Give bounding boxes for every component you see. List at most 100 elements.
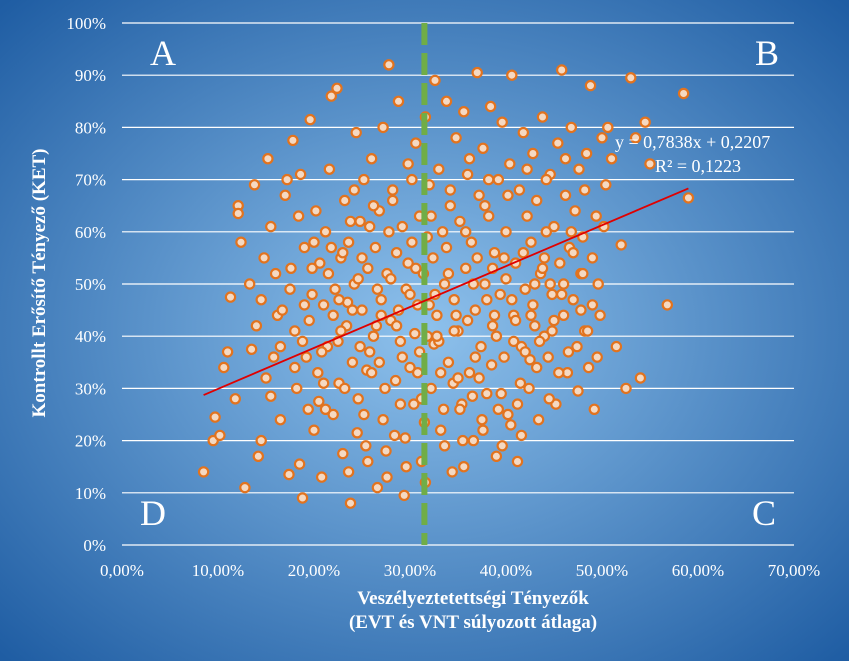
data-point <box>245 343 258 355</box>
data-point <box>569 205 581 217</box>
data-point <box>398 489 410 502</box>
y-tick-label: 50% <box>75 275 106 294</box>
data-point <box>354 215 366 228</box>
y-axis-ticks: 0% 10% 20% 30% 40% 50% 60% 70% 80% 90% 100% <box>66 14 106 555</box>
data-point <box>285 262 297 274</box>
data-point <box>313 395 325 408</box>
data-point <box>316 346 328 358</box>
data-point <box>402 158 414 170</box>
y-tick-label: 80% <box>75 118 106 137</box>
data-point <box>337 246 349 259</box>
data-point <box>346 304 359 316</box>
data-point <box>514 377 527 389</box>
data-point <box>258 252 270 264</box>
data-point <box>519 346 531 358</box>
data-point <box>362 262 374 274</box>
data-point <box>283 468 295 481</box>
data-point <box>425 210 437 222</box>
data-point <box>319 226 332 238</box>
data-point <box>390 320 403 332</box>
data-point <box>260 372 272 384</box>
data-point <box>350 126 362 139</box>
quadrant-label-d: D <box>140 493 166 533</box>
data-point <box>444 199 456 212</box>
data-point <box>269 267 282 280</box>
trendline <box>203 187 689 396</box>
data-point <box>483 210 495 222</box>
data-point <box>532 414 545 426</box>
data-point <box>580 147 593 160</box>
data-point <box>342 236 355 248</box>
data-point <box>394 398 407 410</box>
data-point <box>446 466 458 478</box>
data-point <box>358 173 370 186</box>
data-point <box>586 299 599 311</box>
data-point <box>327 408 339 421</box>
data-point <box>494 288 506 301</box>
trendline-r-squared: R² = 0,1223 <box>655 156 741 176</box>
data-point <box>287 134 299 147</box>
data-point <box>371 283 384 295</box>
data-point <box>473 189 485 201</box>
data-point <box>339 194 351 207</box>
data-point <box>387 194 399 207</box>
data-point <box>594 309 606 321</box>
data-point <box>572 385 584 397</box>
data-point <box>548 220 560 233</box>
data-point <box>502 408 514 421</box>
data-point <box>250 320 263 332</box>
x-axis-subtitle: (EVT és VNT súlyozott átlaga) <box>349 612 597 633</box>
data-point <box>454 403 466 415</box>
data-point <box>367 199 380 212</box>
data-point <box>435 424 447 436</box>
data-point <box>224 291 237 303</box>
data-point <box>546 288 558 301</box>
data-point <box>399 432 411 444</box>
data-point <box>492 403 504 415</box>
x-axis-ticks: 0,00% 10,00% 20,00% 30,00% 40,00% 50,00% 60,00… <box>100 561 820 580</box>
data-point <box>463 152 476 165</box>
data-point <box>490 330 503 342</box>
data-point <box>440 95 453 108</box>
data-point <box>333 294 345 306</box>
data-point <box>592 278 604 290</box>
data-point <box>484 100 497 113</box>
data-point <box>552 137 564 149</box>
y-tick-label: 10% <box>75 484 106 503</box>
data-point <box>567 294 579 306</box>
data-point <box>529 278 541 290</box>
data-point <box>390 246 403 259</box>
data-point <box>306 288 318 301</box>
data-point <box>553 367 565 379</box>
data-point <box>352 393 364 405</box>
data-point <box>319 403 332 415</box>
data-point <box>308 236 320 248</box>
data-point <box>314 257 326 269</box>
data-point <box>396 351 408 363</box>
data-point <box>475 340 487 353</box>
data-point <box>498 252 510 264</box>
data-point <box>511 455 524 468</box>
data-point <box>502 189 514 201</box>
x-tick-label: 10,00% <box>192 561 244 580</box>
data-point <box>479 278 491 290</box>
data-point <box>682 192 695 204</box>
data-point <box>356 304 368 316</box>
data-points <box>197 59 695 509</box>
data-point <box>371 481 384 494</box>
data-point <box>380 445 392 457</box>
data-point <box>488 309 501 321</box>
data-point <box>268 351 280 363</box>
data-point <box>496 440 508 452</box>
data-point <box>214 429 226 442</box>
data-point <box>498 351 510 363</box>
x-tick-label: 40,00% <box>480 561 532 580</box>
data-point <box>533 335 546 348</box>
data-point <box>385 273 397 285</box>
data-point <box>362 455 374 468</box>
data-point <box>506 294 518 306</box>
data-point <box>408 398 420 410</box>
data-point <box>427 252 439 264</box>
quadrant-label-c: C <box>752 493 776 533</box>
data-point <box>440 241 453 254</box>
